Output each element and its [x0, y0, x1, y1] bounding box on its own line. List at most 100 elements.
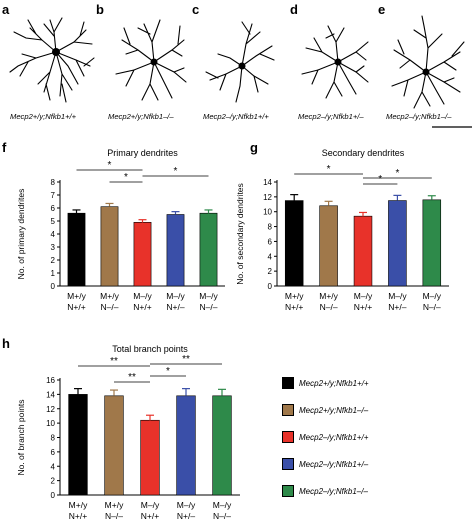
x-tick-label: M–/y [133, 291, 152, 301]
legend-label: Mecp2–/y;Nfkb1–/– [299, 486, 368, 496]
y-tick-label: 6 [51, 448, 56, 457]
bar [100, 206, 119, 287]
genotype-caption: Mecp2–/y;Nfkb1+/– [298, 112, 364, 121]
genotype-caption: Mecp2–/y;Nfkb1–/– [386, 112, 452, 121]
x-tick-label: M+/y [100, 291, 119, 301]
legend-item: Mecp2–/y;Nfkb1–/– [282, 484, 368, 498]
bar [284, 200, 304, 287]
x-tick-label: N+/+ [285, 302, 303, 312]
significance-label: ** [128, 372, 136, 383]
chart-title: Secondary dendrites [322, 148, 405, 158]
bar [67, 212, 86, 287]
panel-label-e: e [378, 2, 386, 17]
x-tick-label: N+/– [388, 302, 406, 312]
y-axis-label: No. of branch points [16, 399, 26, 475]
significance-label: * [166, 366, 170, 377]
y-tick-label: 2 [51, 477, 56, 486]
x-tick-label: N+/+ [69, 511, 87, 521]
y-tick-label: 14 [263, 178, 272, 187]
panel-label-f: f [2, 140, 7, 155]
legend-item: Mecp2+/y;Nfkb1–/– [282, 403, 368, 417]
y-tick-label: 0 [51, 491, 56, 500]
chart-primary-dendrites: Primary dendrites No. of primary dendrite… [16, 148, 225, 312]
bar [319, 205, 338, 287]
x-tick-label: N–/– [423, 302, 441, 312]
y-tick-label: 12 [263, 193, 272, 202]
y-tick-label: 6 [268, 237, 273, 246]
bar [388, 200, 407, 287]
x-tick-label: M+/y [319, 291, 338, 301]
y-tick-label: 3 [51, 243, 56, 252]
legend-swatch [282, 431, 294, 443]
x-tick-label: N+/+ [133, 302, 151, 312]
significance-label: * [108, 160, 112, 171]
significance-label: * [395, 168, 399, 179]
y-tick-label: 10 [46, 419, 55, 428]
scale-bar [432, 126, 472, 128]
significance-label: * [327, 164, 331, 175]
genotype-caption: Mecp2+/y;Nfkb1+/+ [10, 112, 77, 121]
genotype-caption: Mecp2–/y;Nfkb1+/+ [203, 112, 269, 121]
x-tick-label: M–/y [423, 291, 442, 301]
panel-label-d: d [290, 2, 298, 17]
chart-title: Total branch points [112, 344, 188, 354]
y-tick-label: 1 [51, 269, 56, 278]
legend-swatch [282, 485, 294, 497]
x-tick-label: M–/y [354, 291, 373, 301]
y-tick-label: 4 [51, 230, 56, 239]
y-tick-label: 4 [51, 462, 56, 471]
y-tick-label: 8 [51, 434, 56, 443]
bar [422, 199, 442, 287]
x-tick-label: M–/y [177, 500, 196, 510]
panel-label-b: b [96, 2, 104, 17]
y-tick-label: 6 [51, 204, 56, 213]
neuron-tracing-c [205, 21, 275, 103]
x-tick-label: N–/– [200, 302, 218, 312]
x-tick-label: M+/y [69, 500, 88, 510]
x-tick-label: M+/y [67, 291, 86, 301]
panel-label-a: a [2, 2, 10, 17]
bar [166, 214, 185, 287]
neuron-tracing-d [301, 25, 369, 99]
x-tick-label: M–/y [388, 291, 407, 301]
x-tick-label: N+/– [166, 302, 184, 312]
y-tick-label: 10 [263, 208, 272, 217]
x-tick-label: M–/y [141, 500, 160, 510]
neuron-tracing-a [9, 17, 95, 103]
y-tick-label: 0 [268, 282, 273, 291]
bar [353, 215, 373, 287]
significance-label: ** [110, 356, 118, 367]
legend-label: Mecp2–/y;Nfkb1+/+ [299, 432, 369, 442]
bar [176, 395, 196, 496]
neuron-tracing-e [391, 15, 465, 109]
x-tick-label: N–/– [320, 302, 338, 312]
panel-label-g: g [250, 140, 258, 155]
y-tick-label: 2 [51, 256, 56, 265]
y-axis-label: No. of secondary dendrites [235, 183, 245, 285]
legend-item: Mecp2–/y;Nfkb1+/+ [282, 430, 368, 444]
legend-swatch [282, 377, 294, 389]
legend-swatch [282, 458, 294, 470]
y-tick-label: 14 [46, 390, 55, 399]
y-tick-label: 16 [46, 376, 55, 385]
y-tick-label: 5 [51, 217, 56, 226]
bar [212, 395, 232, 496]
y-tick-label: 2 [268, 267, 273, 276]
bar [104, 395, 124, 496]
y-tick-label: 8 [51, 178, 56, 187]
panel-label-c: c [192, 2, 200, 17]
bar [140, 419, 160, 496]
chart-total-branch-points: Total branch points No. of branch points 0… [16, 344, 240, 521]
x-tick-label: N+/– [177, 511, 195, 521]
significance-label: * [124, 172, 128, 183]
x-tick-label: M+/y [105, 500, 124, 510]
y-axis-label: No. of primary dendrites [16, 189, 26, 280]
chart-title: Primary dendrites [107, 148, 178, 158]
legend-label: Mecp2+/y;Nfkb1+/+ [299, 378, 369, 388]
bar [199, 212, 218, 287]
x-tick-label: N–/– [105, 511, 123, 521]
x-tick-label: N–/– [213, 511, 231, 521]
legend-label: Mecp2+/y;Nfkb1–/– [299, 405, 369, 415]
bar [133, 222, 152, 287]
significance-label: * [174, 166, 178, 177]
